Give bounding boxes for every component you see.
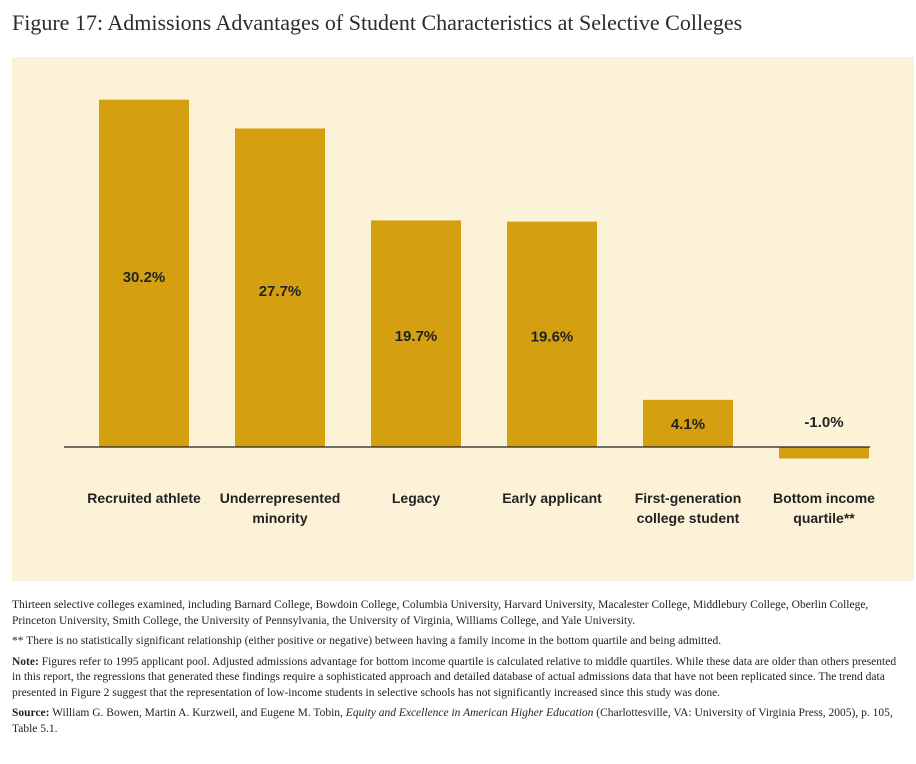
method-note: Note: Figures refer to 1995 applicant po… (12, 655, 904, 702)
data-label: 19.7% (395, 328, 438, 345)
data-label: 27.7% (259, 283, 302, 300)
source-note: Source: William G. Bowen, Martin A. Kurz… (12, 706, 904, 737)
bar-chart: 30.2% Recruited athlete 27.7% Underrepresen… (64, 99, 875, 526)
income-footnote: ** There is no statistically significant… (12, 635, 722, 647)
source-label: Source: (12, 707, 50, 719)
bar (507, 221, 597, 447)
category-label: First-generation college student (635, 490, 742, 526)
source-post: (Charlottesville, VA: University of Virg… (12, 707, 893, 735)
data-label: -1.0% (804, 414, 843, 431)
source-book-title: Equity and Excellence in American Higher… (345, 707, 594, 719)
data-label: 19.6% (531, 329, 574, 346)
data-label: 4.1% (671, 416, 705, 433)
bar (371, 220, 461, 447)
category-label: Legacy (392, 490, 440, 506)
figure-notes: Thirteen selective colleges examined, in… (12, 598, 904, 742)
category-label: Recruited athlete (87, 490, 201, 506)
chart-panel: 30.2% Recruited athlete 27.7% Underrepresen… (12, 57, 914, 581)
bar (779, 447, 869, 459)
source-pre: William G. Bowen, Martin A. Kurzweil, an… (49, 707, 346, 719)
category-label: Early applicant (502, 490, 602, 506)
bar (643, 399, 733, 447)
note-text: Figures refer to 1995 applicant pool. Ad… (12, 655, 897, 699)
data-label: 30.2% (123, 269, 166, 286)
colleges-note: Thirteen selective colleges examined, in… (12, 599, 869, 627)
note-label: Note: (12, 655, 39, 668)
figure-title: Figure 17: Admissions Advantages of Stud… (12, 10, 743, 35)
category-label: Underrepresented minority (220, 490, 341, 526)
category-label: Bottom income quartile** (773, 490, 875, 526)
bar (99, 99, 189, 447)
bar (235, 128, 325, 447)
